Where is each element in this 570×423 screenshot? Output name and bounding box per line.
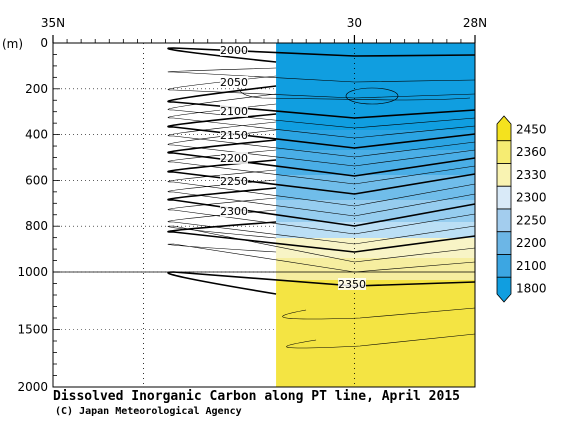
fill-band-1: [276, 130, 475, 150]
contour-label-2050: 2050: [220, 76, 248, 89]
contour-label-bg-2300: [220, 205, 248, 217]
fill-band-8: [276, 280, 475, 387]
x-tick-label-35N: 35N: [41, 16, 65, 30]
contour-line-7: [167, 121, 476, 158]
y-axis-ticks: 0 200 400 600 800 1000 1500 2000: [17, 36, 277, 394]
contour-label-bg-2000: [220, 44, 248, 56]
y-tick-label-2000: 2000: [17, 380, 48, 394]
colorbar-segment-2330: [496, 163, 512, 187]
contour-label-2350: 2350: [338, 278, 366, 291]
contour-line-17: [167, 221, 476, 253]
colorbar-label-2200: 2200: [516, 236, 547, 250]
contour-line-6: [167, 113, 476, 149]
contour-label-bg-2350: [338, 278, 366, 290]
contour-labels: 2000 2050 2100 2150 2200 2250 2300 2350: [220, 44, 366, 291]
contour-line-15: [167, 197, 476, 235]
colorbar-label-2330: 2330: [516, 168, 547, 182]
colorbar-label-2450: 2450: [516, 122, 547, 136]
y-tick-label-800: 800: [25, 219, 48, 233]
fill-band-4: [276, 200, 475, 222]
colorbar-segment-2200: [496, 231, 512, 255]
colorbar-segment-2100: [496, 254, 512, 278]
y-tick-label-1000: 1000: [17, 265, 48, 279]
contour-label-2150: 2150: [220, 129, 248, 142]
y-tick-label-400: 400: [25, 128, 48, 142]
x-tick-label-28N: 28N: [463, 16, 487, 30]
contour-line-14: [167, 187, 476, 227]
gridlines: [53, 43, 475, 387]
contour-label-bg-2250: [220, 175, 248, 187]
contour-label-bg-2150: [220, 129, 248, 141]
contour-line-deep-1: [282, 307, 476, 320]
colorbar-segment-2250: [496, 208, 512, 233]
contour-line-0: [167, 47, 476, 63]
y-axis-unit-label: (m): [2, 37, 23, 51]
y-tick-label-600: 600: [25, 173, 48, 187]
y-tick-label-200: 200: [25, 82, 48, 96]
x-tick-label-30: 30: [347, 16, 362, 30]
colorbar-label-2360: 2360: [516, 145, 547, 159]
colorbar-segment-2450: [496, 115, 512, 142]
contour-line-9: [167, 139, 476, 177]
fill-band-0: [276, 43, 475, 130]
contour-label-2100: 2100: [220, 105, 248, 118]
colorbar-label-2100: 2100: [516, 259, 547, 273]
contour-line-12: [167, 169, 476, 207]
colorbar-segment-2300: [496, 185, 512, 210]
y-tick-label-1500: 1500: [17, 323, 48, 337]
colorbar-label-1800: 1800: [516, 282, 547, 296]
contour-label-2200: 2200: [220, 152, 248, 165]
contour-line-deep-2: [286, 333, 476, 349]
contour-line-4: [167, 93, 476, 129]
contour-closed-loop: [345, 87, 399, 105]
colorbar-label-2300: 2300: [516, 191, 547, 205]
colorbar-segment-1800: [496, 276, 512, 303]
colorbar: 2450 2360 2330 2300 2250 2200 2100 1800: [496, 115, 547, 303]
fill-band-5: [276, 222, 475, 238]
colorbar-segment-2360: [496, 140, 512, 164]
contour-label-bg-2100: [220, 105, 248, 117]
chart-title: Dissolved Inorganic Carbon along PT line…: [53, 389, 460, 404]
contour-label-bg-2200: [220, 152, 248, 164]
colorbar-label-2250: 2250: [516, 213, 547, 227]
contour-line-1: [167, 67, 476, 83]
contour-line-19: [167, 243, 476, 273]
contour-label-2300: 2300: [220, 205, 248, 218]
y-tick-label-0: 0: [40, 36, 48, 50]
fill-band-7: [276, 258, 475, 280]
chart-credit: (C) Japan Meteorological Agency: [55, 406, 242, 417]
contour-label-2250: 2250: [220, 175, 248, 188]
contour-label-2000: 2000: [220, 44, 248, 57]
contour-label-bg-2050: [220, 76, 248, 88]
color-fill-bands: [276, 43, 475, 387]
contour-line-3: [167, 85, 476, 119]
x-axis-ticks: 35N 30 28N: [41, 16, 487, 43]
